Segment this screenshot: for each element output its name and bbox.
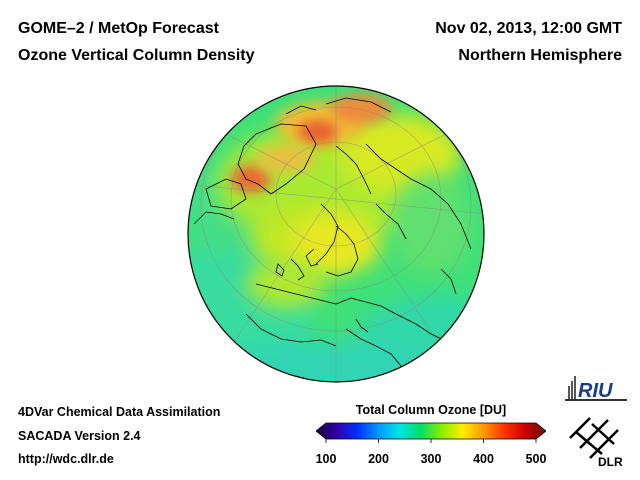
dlr-logo: DLR — [569, 417, 623, 468]
colorbar-gradient — [316, 422, 546, 440]
coastlines — [193, 97, 472, 379]
ozone-globe-map — [187, 85, 485, 383]
riu-logo-text: RIU — [578, 380, 613, 402]
source-url: http://wdc.dlr.de — [18, 452, 114, 466]
riu-logo: RIU — [565, 376, 627, 402]
colorbar-tick-label-1: 200 — [368, 452, 389, 466]
colorbar-tick-label-2: 300 — [421, 452, 442, 466]
map-title: GOME–2 / MetOp Forecast — [18, 20, 219, 37]
map-region: Northern Hemisphere — [458, 47, 622, 64]
dlr-logo-text: DLR — [598, 455, 623, 468]
colorbar-title: Total Column Ozone [DU] — [355, 403, 507, 417]
colorbar: 100 200 300 400 500 — [316, 422, 546, 466]
globe-outline — [187, 85, 485, 383]
version-label: SACADA Version 2.4 — [18, 429, 141, 443]
colorbar-tick-label-3: 400 — [473, 452, 494, 466]
colorbar-tick-label-0: 100 — [316, 452, 336, 466]
colorbar-tick-label-4: 500 — [526, 452, 546, 466]
map-subtitle: Ozone Vertical Column Density — [18, 47, 255, 64]
map-date: Nov 02, 2013, 12:00 GMT — [435, 20, 622, 37]
method-label: 4DVar Chemical Data Assimilation — [18, 405, 221, 419]
